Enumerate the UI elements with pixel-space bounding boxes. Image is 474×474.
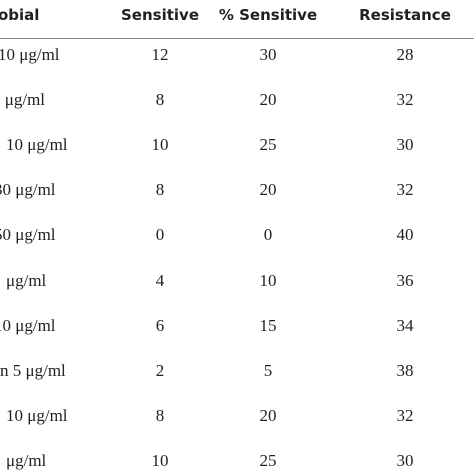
row-label: 10 μg/ml bbox=[0, 315, 56, 335]
table-cell: 32 bbox=[396, 180, 414, 200]
column-header: % Sensitive bbox=[218, 6, 318, 24]
table-cell: 8 bbox=[155, 180, 165, 200]
table-cell: 5 bbox=[263, 360, 273, 380]
table-cell: 20 bbox=[259, 405, 277, 425]
row-label: 10 μg/ml bbox=[0, 45, 60, 64]
table-cell: 10 bbox=[259, 270, 277, 290]
row-label: 10 μg/ml bbox=[6, 135, 68, 155]
table-cell: 32 bbox=[396, 90, 414, 110]
row-label: 10 μg/ml bbox=[6, 405, 68, 425]
table-cell: 0 bbox=[263, 225, 273, 245]
table-cell: 38 bbox=[396, 360, 414, 380]
table-cell: 8 bbox=[155, 90, 165, 110]
table-cell: 25 bbox=[259, 450, 277, 470]
row-label: n 5 μg/ml bbox=[0, 360, 66, 380]
table-cell: 28 bbox=[396, 45, 414, 64]
table-cell: 4 bbox=[155, 270, 165, 290]
table-cell: 36 bbox=[396, 270, 414, 290]
table-cell: 20 bbox=[259, 180, 277, 200]
table-cell: 2 bbox=[155, 360, 165, 380]
table-cell: 12 bbox=[151, 45, 169, 64]
column-header: Resistance bbox=[359, 6, 451, 24]
table-cell: 10 bbox=[151, 135, 169, 155]
table-cell: 0 bbox=[155, 225, 165, 245]
table-cell: 30 bbox=[396, 135, 414, 155]
table-cell: 6 bbox=[155, 315, 165, 335]
column-header: obial bbox=[0, 6, 40, 24]
row-label: μg/ml bbox=[6, 270, 47, 290]
table-cell: 40 bbox=[396, 225, 414, 245]
header-rule bbox=[0, 38, 474, 39]
table-cell: 34 bbox=[396, 315, 414, 335]
table-cell: 10 bbox=[151, 450, 169, 470]
table-cell: 30 bbox=[259, 45, 277, 64]
table-cell: 20 bbox=[259, 90, 277, 110]
row-label: 5 μg/ml bbox=[0, 90, 46, 110]
row-label: 30 μg/ml bbox=[0, 180, 56, 200]
column-header: Sensitive bbox=[121, 6, 199, 24]
table-cell: 25 bbox=[259, 135, 277, 155]
table-cell: 15 bbox=[259, 315, 277, 335]
table-cell: 30 bbox=[396, 450, 414, 470]
row-label: μg/ml bbox=[6, 450, 47, 470]
table-cell: 8 bbox=[155, 405, 165, 425]
row-label: 50 μg/ml bbox=[0, 225, 56, 245]
table-cell: 32 bbox=[396, 405, 414, 425]
